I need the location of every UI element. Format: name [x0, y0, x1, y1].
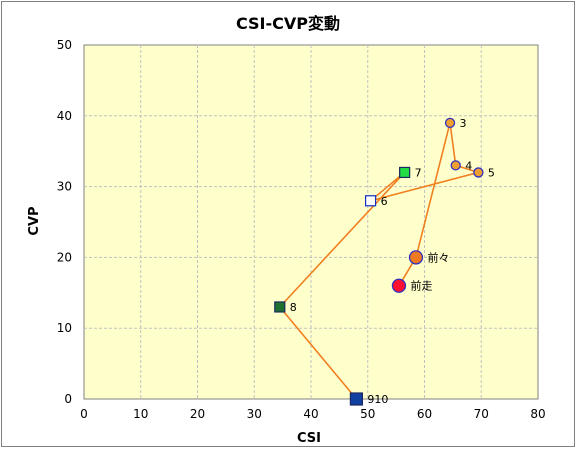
- marker-4: [450, 160, 461, 171]
- marker-前々: [408, 250, 424, 265]
- x-tick-label: 20: [190, 407, 205, 421]
- marker-8: [274, 301, 286, 313]
- x-tick-labels: 0 10 20 30 40 50 60 70 80: [80, 407, 545, 421]
- y-tick-label: 20: [57, 250, 72, 264]
- y-tick-labels: 0 10 20 30 40 50: [57, 38, 72, 406]
- grid-lines: [84, 45, 538, 399]
- y-axis-title: CVP: [27, 206, 42, 235]
- y-tick-label: 50: [57, 38, 72, 52]
- data-label: 7: [415, 166, 422, 179]
- x-tick-label: 80: [530, 407, 545, 421]
- x-tick-label: 10: [133, 407, 148, 421]
- x-tick-label: 30: [247, 407, 262, 421]
- marker-3: [444, 117, 456, 129]
- x-tick-label: 0: [80, 407, 88, 421]
- x-tick-label: 60: [417, 407, 432, 421]
- x-tick-label: 50: [360, 407, 375, 421]
- marker-7: [399, 166, 411, 179]
- y-tick-label: 0: [64, 392, 72, 406]
- data-markers: [274, 117, 484, 406]
- y-tick-label: 30: [57, 180, 72, 194]
- data-label: 前走: [410, 279, 432, 293]
- data-label: 910: [367, 393, 388, 406]
- marker-6: [364, 195, 377, 207]
- data-label: 前々: [427, 250, 449, 264]
- data-label: 6: [381, 195, 388, 208]
- data-label: 3: [460, 117, 467, 130]
- y-tick-label: 40: [57, 109, 72, 123]
- data-label: 8: [290, 301, 297, 314]
- chart-title: CSI-CVP変動: [236, 14, 340, 33]
- y-tick-label: 10: [57, 321, 72, 335]
- x-tick-label: 40: [303, 407, 318, 421]
- marker-910: [349, 392, 363, 406]
- x-axis-title: CSI: [297, 431, 321, 446]
- data-label: 5: [488, 166, 495, 179]
- data-label: 4: [465, 159, 472, 172]
- x-tick-label: 70: [474, 407, 489, 421]
- marker-前走: [391, 278, 407, 293]
- marker-5: [473, 167, 484, 178]
